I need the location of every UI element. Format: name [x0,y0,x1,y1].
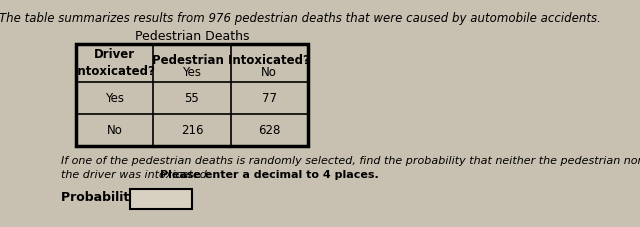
Text: Probability =: Probability = [61,191,152,204]
Bar [76,44,308,146]
Text: the driver was intoxicated.: the driver was intoxicated. [61,170,214,180]
Text: 77: 77 [262,91,276,104]
Text: No: No [261,67,277,79]
Text: 216: 216 [180,123,203,136]
Text: Driver
Intoxicated?: Driver Intoxicated? [74,48,156,78]
Text: Pedestrian Deaths: Pedestrian Deaths [134,30,249,43]
Text: Pedestrian Intoxicated?: Pedestrian Intoxicated? [152,54,310,67]
Text: 55: 55 [184,91,199,104]
Text: Please enter a decimal to 4 places.: Please enter a decimal to 4 places. [160,170,379,180]
Text: The table summarizes results from 976 pedestrian deaths that were caused by auto: The table summarizes results from 976 pe… [0,12,601,25]
Text: 628: 628 [258,123,280,136]
Text: No: No [107,123,123,136]
Bar [130,189,192,209]
Text: Yes: Yes [182,67,202,79]
Text: If one of the pedestrian deaths is randomly selected, find the probability that : If one of the pedestrian deaths is rando… [61,156,640,166]
Text: Yes: Yes [105,91,124,104]
